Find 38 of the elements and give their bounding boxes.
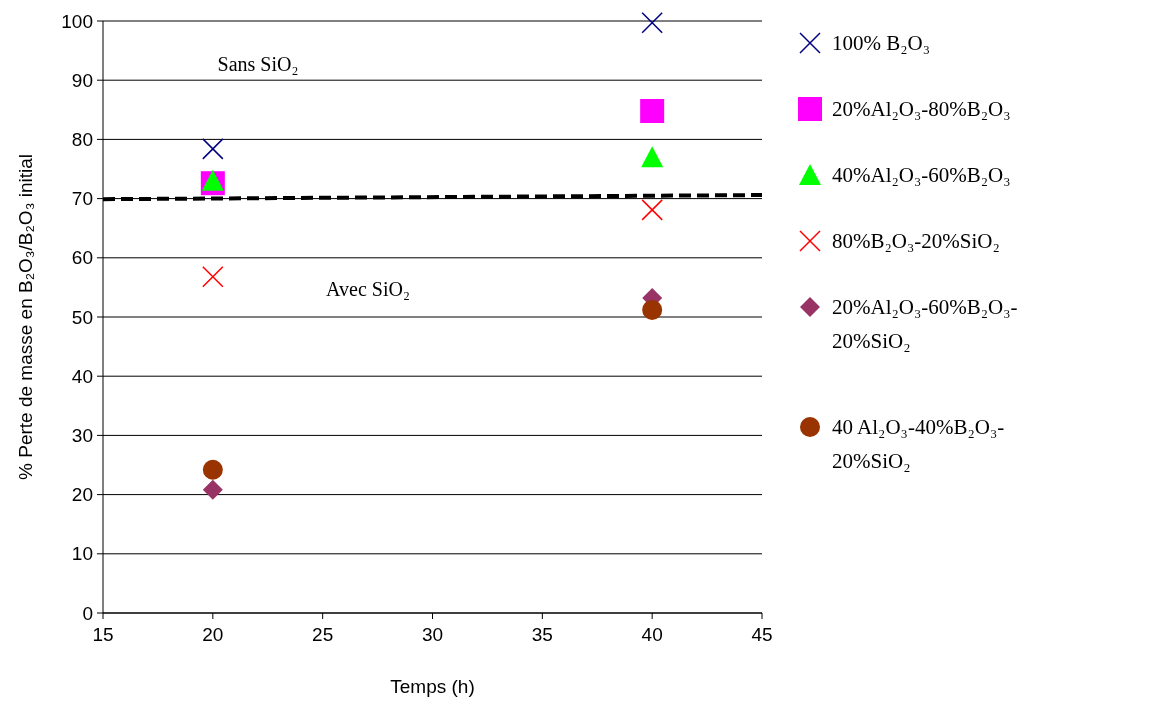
x-tick-label: 20 [202,624,224,645]
annotation: Sans SiO₂ [217,53,299,75]
x-tick-label: 45 [751,624,773,645]
point [640,98,665,123]
x-tick-label: 35 [531,624,553,645]
y-axis-title: % Perte de masse en B₂O₃/B₂O₃ initial [15,154,36,480]
legend-label: 20%Al₂O₃-60%B₂O₃-20%SiO₂ [832,295,1018,353]
point [202,479,223,500]
point [202,459,223,480]
y-tick-label: 20 [71,484,93,506]
y-tick-label: 80 [71,129,93,151]
y-tick-label: 0 [82,602,93,624]
y-tick-label: 40 [71,365,93,387]
x-tick-label: 15 [92,624,114,645]
point [201,169,224,191]
legend-label: 20%Al₂O₃-80%B₂O₃ [832,97,1011,122]
y-tick-label: 10 [71,543,93,565]
legend-label: 80%B₂O₃-20%SiO₂ [832,229,1000,254]
y-tick-label: 90 [71,69,93,91]
y-tick-label: 60 [71,247,93,269]
legend-label: 40 Al₂O₃-40%B₂O₃-20%SiO₂ [832,415,1005,473]
x-axis-title: Temps (h) [390,676,475,697]
point [202,138,224,160]
legend-label: 100% B₂O₃ [832,31,931,56]
point [641,146,664,168]
y-tick-label: 30 [71,425,93,447]
x-tick-label: 30 [421,624,444,645]
point [642,299,663,320]
point [202,265,224,288]
x-tick-label: 25 [312,624,334,645]
y-tick-label: 50 [71,306,93,328]
annotation: Avec SiO₂ [326,278,410,300]
y-tick-label: 70 [71,188,93,210]
y-tick-label: 100 [61,10,93,32]
point [641,12,663,34]
point [641,199,663,221]
legend-label: 40%Al₂O₃-60%B₂O₃ [832,163,1011,188]
x-tick-label: 40 [641,624,663,645]
